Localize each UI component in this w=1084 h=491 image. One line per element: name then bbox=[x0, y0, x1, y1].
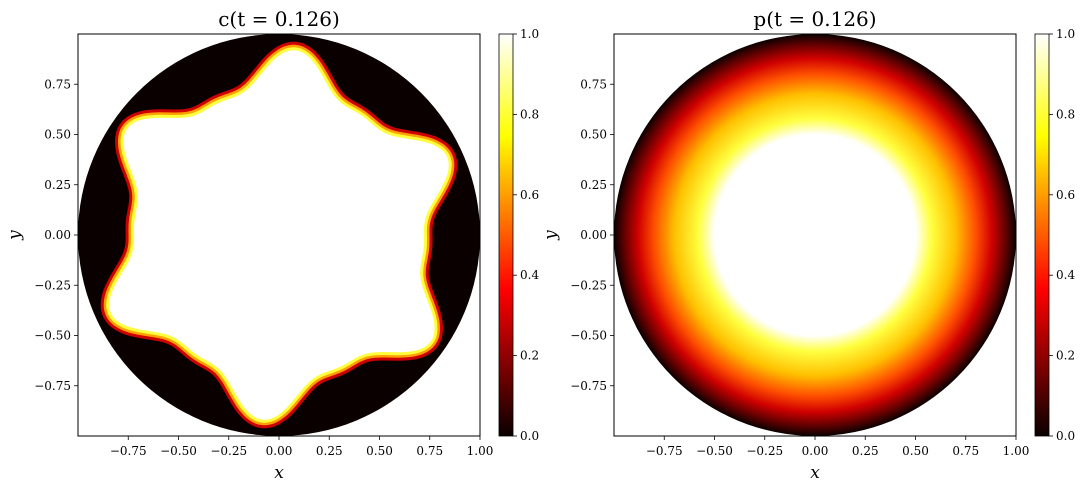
x-tick-label: −0.50 bbox=[160, 444, 197, 458]
x-tick-label: 0.00 bbox=[802, 444, 829, 458]
colorbar-tick-label: 0.6 bbox=[520, 188, 539, 202]
x-tick-label: −0.75 bbox=[646, 444, 683, 458]
x-tick-label: 1.00 bbox=[1003, 444, 1030, 458]
x-tick-label: 0.50 bbox=[902, 444, 929, 458]
x-tick-label: −0.50 bbox=[696, 444, 733, 458]
colorbar-tick-label: 1.0 bbox=[520, 27, 539, 41]
panel-p: p(t = 0.126) −0.75 −0.50 −0.25 0.00 0.25 0.50… bbox=[541, 7, 1075, 483]
y-tick-label: 0.00 bbox=[580, 228, 607, 242]
y-tick-label: 0.25 bbox=[44, 178, 71, 192]
y-axis-label-p: y bbox=[541, 230, 561, 241]
colorbar-tick-label: 0.8 bbox=[520, 107, 539, 121]
x-axis-label-p: x bbox=[810, 463, 820, 483]
colorbar-tick-label: 0.4 bbox=[1056, 268, 1075, 282]
x-tick-label: 0.25 bbox=[316, 444, 343, 458]
colorbar-tick-label: 0.8 bbox=[1056, 107, 1075, 121]
colorbar-p: 0.0 0.2 0.4 0.6 0.8 1.0 bbox=[1034, 27, 1075, 443]
y-tick-label: 0.75 bbox=[44, 77, 71, 91]
colorbar-gradient bbox=[498, 33, 514, 437]
y-axis-c: 0.75 0.50 0.25 0.00 −0.25 −0.50 −0.75 bbox=[34, 77, 78, 393]
x-tick-label: −0.25 bbox=[746, 444, 783, 458]
plot-area-p bbox=[614, 34, 1016, 436]
y-axis-label-c: y bbox=[5, 230, 25, 241]
y-tick-label: −0.50 bbox=[570, 329, 607, 343]
colorbar-tick-label: 0.0 bbox=[520, 429, 539, 443]
chart-title-p: p(t = 0.126) bbox=[753, 7, 876, 31]
y-tick-label: −0.75 bbox=[570, 379, 607, 393]
colorbar-gradient bbox=[1034, 33, 1050, 437]
x-tick-label: 0.25 bbox=[852, 444, 879, 458]
x-tick-label: −0.75 bbox=[110, 444, 147, 458]
colorbar-c: 0.0 0.2 0.4 0.6 0.8 1.0 bbox=[498, 27, 539, 443]
panel-c: c(t = 0.126) −0.75 −0.50 −0.25 0.00 0.25 0.50… bbox=[5, 7, 539, 483]
y-tick-label: −0.75 bbox=[34, 379, 71, 393]
y-axis-p: 0.75 0.50 0.25 0.00 −0.25 −0.50 −0.75 bbox=[570, 77, 614, 393]
x-tick-label: 1.00 bbox=[467, 444, 494, 458]
y-tick-label: 0.00 bbox=[44, 228, 71, 242]
y-tick-label: 0.50 bbox=[580, 128, 607, 142]
y-tick-label: −0.50 bbox=[34, 329, 71, 343]
colorbar-tick-label: 0.6 bbox=[1056, 188, 1075, 202]
colorbar-tick-label: 0.4 bbox=[520, 268, 539, 282]
x-tick-label: 0.50 bbox=[366, 444, 393, 458]
colorbar-tick-label: 1.0 bbox=[1056, 27, 1075, 41]
x-axis-label-c: x bbox=[274, 463, 284, 483]
chart-title-c: c(t = 0.126) bbox=[218, 7, 340, 31]
plot-area-c bbox=[78, 34, 480, 436]
x-axis-c: −0.75 −0.50 −0.25 0.00 0.25 0.50 0.75 1.00 bbox=[110, 436, 494, 458]
x-tick-label: 0.75 bbox=[416, 444, 443, 458]
x-tick-label: −0.25 bbox=[210, 444, 247, 458]
concentration-region bbox=[106, 47, 452, 423]
y-tick-label: 0.50 bbox=[44, 128, 71, 142]
y-tick-label: −0.25 bbox=[34, 278, 71, 292]
y-tick-label: 0.75 bbox=[580, 77, 607, 91]
colorbar-tick-label: 0.0 bbox=[1056, 429, 1075, 443]
y-tick-label: 0.25 bbox=[580, 178, 607, 192]
pressure-field bbox=[614, 34, 1016, 436]
colorbar-tick-label: 0.2 bbox=[520, 349, 539, 363]
x-tick-label: 0.00 bbox=[266, 444, 293, 458]
x-axis-p: −0.75 −0.50 −0.25 0.00 0.25 0.50 0.75 1.00 bbox=[646, 436, 1030, 458]
colorbar-tick-label: 0.2 bbox=[1056, 349, 1075, 363]
x-tick-label: 0.75 bbox=[952, 444, 979, 458]
y-tick-label: −0.25 bbox=[570, 278, 607, 292]
